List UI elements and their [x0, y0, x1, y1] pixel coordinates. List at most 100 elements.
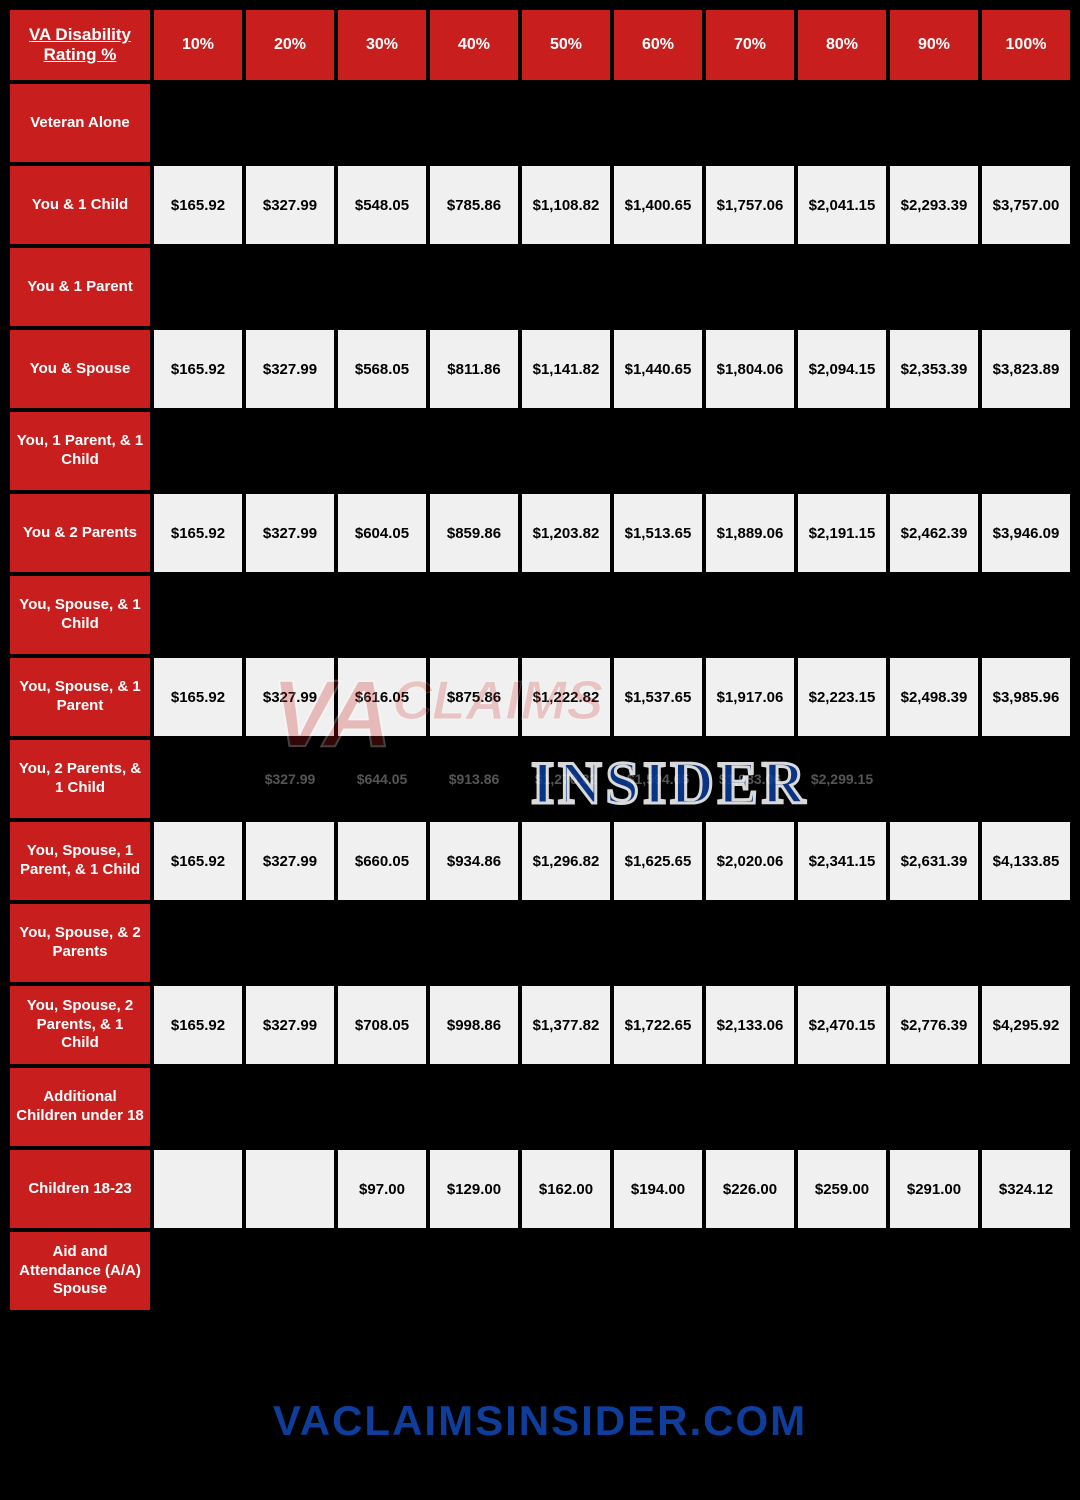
table-cell: $3,946.09 — [982, 494, 1070, 572]
footer-url: VACLAIMSINSIDER.COM — [0, 1397, 1080, 1445]
table-cell: $165.92 — [154, 822, 242, 900]
col-header-10: 10% — [154, 10, 242, 80]
table-cell: $1,400.65 — [614, 166, 702, 244]
table-cell: $327.99 — [246, 986, 334, 1064]
table-cell: $2,020.06 — [706, 822, 794, 900]
table-cell-black — [522, 904, 610, 982]
table-cell-black — [706, 84, 794, 162]
table-cell: $327.99 — [246, 494, 334, 572]
table-cell-black — [246, 84, 334, 162]
table-row: You, Spouse, 2 Parents, & 1 Child$165.92… — [10, 986, 1070, 1064]
table-cell-black — [154, 1068, 242, 1146]
table-cell-black — [982, 740, 1070, 818]
table-cell: $1,917.06 — [706, 658, 794, 736]
table-cell: $1,625.65 — [614, 822, 702, 900]
table-cell-black — [706, 576, 794, 654]
table-cell: $1,296.82 — [522, 822, 610, 900]
row-header: You, 1 Parent, & 1 Child — [10, 412, 150, 490]
table-cell-black — [246, 412, 334, 490]
table-cell: $2,498.39 — [890, 658, 978, 736]
table-cell: $859.86 — [430, 494, 518, 572]
table-cell: $1,222.82 — [522, 658, 610, 736]
table-body: Veteran AloneYou & 1 Child$165.92$327.99… — [10, 84, 1070, 1310]
table-cell-black — [430, 1068, 518, 1146]
table-cell-black — [522, 1068, 610, 1146]
table-cell-black — [982, 1068, 1070, 1146]
table-cell-black: $1,983.06 — [706, 740, 794, 818]
table-cell: $2,776.39 — [890, 986, 978, 1064]
table-cell-black — [154, 84, 242, 162]
table-cell-black — [430, 248, 518, 326]
table-cell: $2,631.39 — [890, 822, 978, 900]
col-header-100: 100% — [982, 10, 1070, 80]
table-cell-black — [246, 1068, 334, 1146]
table-cell: $2,462.39 — [890, 494, 978, 572]
table-row: You & 2 Parents$165.92$327.99$604.05$859… — [10, 494, 1070, 572]
table-cell: $1,203.82 — [522, 494, 610, 572]
table-cell-black — [614, 412, 702, 490]
col-header-60: 60% — [614, 10, 702, 80]
table-cell-black — [522, 412, 610, 490]
table-cell: $875.86 — [430, 658, 518, 736]
row-header: You, Spouse, & 1 Parent — [10, 658, 150, 736]
table-cell: $1,141.82 — [522, 330, 610, 408]
col-header-50: 50% — [522, 10, 610, 80]
table-cell-black: $1,270.82 — [522, 740, 610, 818]
table-row: You & 1 Child$165.92$327.99$548.05$785.8… — [10, 166, 1070, 244]
table-cell-black — [430, 84, 518, 162]
table-cell: $604.05 — [338, 494, 426, 572]
table-cell — [154, 1150, 242, 1228]
table-cell-black — [706, 248, 794, 326]
table-cell: $3,823.89 — [982, 330, 1070, 408]
table-row: You, Spouse, & 1 Parent$165.92$327.99$61… — [10, 658, 1070, 736]
col-header-20: 20% — [246, 10, 334, 80]
table-cell-black: $1,594.65 — [614, 740, 702, 818]
table-cell: $2,223.15 — [798, 658, 886, 736]
table-cell: $2,191.15 — [798, 494, 886, 572]
table-cell: $2,341.15 — [798, 822, 886, 900]
table-cell: $1,722.65 — [614, 986, 702, 1064]
row-header: You & 2 Parents — [10, 494, 150, 572]
table-cell-black — [614, 576, 702, 654]
table-cell: $162.00 — [522, 1150, 610, 1228]
header-row: VA Disability Rating % 10%20%30%40%50%60… — [10, 10, 1070, 80]
table-row: Children 18-23$97.00$129.00$162.00$194.0… — [10, 1150, 1070, 1228]
table-cell-black — [706, 412, 794, 490]
table-cell-black — [798, 904, 886, 982]
table-cell: $4,133.85 — [982, 822, 1070, 900]
table-cell-black — [798, 1232, 886, 1310]
table-row: Veteran Alone — [10, 84, 1070, 162]
row-header: Aid and Attendance (A/A) Spouse — [10, 1232, 150, 1310]
table-wrapper: VA Disability Rating % 10%20%30%40%50%60… — [0, 0, 1080, 1320]
table-cell: $811.86 — [430, 330, 518, 408]
table-cell-black: $913.86 — [430, 740, 518, 818]
table-cell: $3,985.96 — [982, 658, 1070, 736]
table-cell: $1,889.06 — [706, 494, 794, 572]
table-cell-black — [614, 248, 702, 326]
table-cell-black — [154, 904, 242, 982]
table-cell-black — [338, 412, 426, 490]
table-cell: $291.00 — [890, 1150, 978, 1228]
table-cell: $4,295.92 — [982, 986, 1070, 1064]
row-header: You, Spouse, & 1 Child — [10, 576, 150, 654]
table-cell-black — [890, 1232, 978, 1310]
table-cell: $2,470.15 — [798, 986, 886, 1064]
table-cell-black — [798, 576, 886, 654]
table-cell-black — [522, 248, 610, 326]
table-cell-black — [338, 576, 426, 654]
table-cell: $660.05 — [338, 822, 426, 900]
row-header: You, Spouse, & 2 Parents — [10, 904, 150, 982]
table-cell-black — [522, 576, 610, 654]
table-cell-black — [798, 1068, 886, 1146]
table-cell: $2,041.15 — [798, 166, 886, 244]
table-cell: $616.05 — [338, 658, 426, 736]
table-cell-black — [154, 1232, 242, 1310]
table-cell-black — [890, 1068, 978, 1146]
row-header: You, 2 Parents, & 1 Child — [10, 740, 150, 818]
col-header-90: 90% — [890, 10, 978, 80]
table-row: You, Spouse, 1 Parent, & 1 Child$165.92$… — [10, 822, 1070, 900]
table-cell-black — [706, 904, 794, 982]
disability-rating-table: VA Disability Rating % 10%20%30%40%50%60… — [6, 6, 1074, 1314]
table-cell-black — [706, 1232, 794, 1310]
col-header-80: 80% — [798, 10, 886, 80]
